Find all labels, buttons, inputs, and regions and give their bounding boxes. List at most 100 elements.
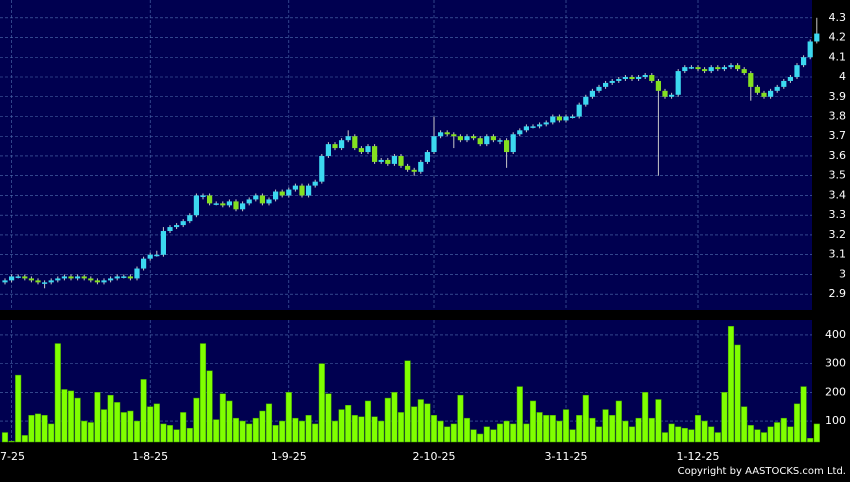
volume-bar: [681, 427, 688, 443]
volume-bar: [747, 425, 754, 443]
y-tick-label: 3.8: [829, 109, 847, 122]
candle-body: [504, 140, 510, 153]
volume-bar: [206, 370, 213, 443]
candle-body: [768, 90, 774, 97]
candle-body: [655, 80, 661, 91]
volume-bar: [147, 406, 154, 443]
volume-bar: [424, 403, 431, 443]
candle-body: [75, 276, 81, 279]
candle-body: [233, 201, 239, 210]
y-tick-label: 3: [839, 267, 846, 280]
x-tick-label: 7-25: [0, 450, 25, 463]
candle-body: [702, 69, 708, 72]
volume-bar: [536, 412, 543, 443]
candle-body: [576, 104, 582, 117]
volume-bar: [384, 397, 391, 443]
volume-bar: [232, 417, 240, 443]
volume-bar: [767, 426, 774, 443]
candle-body: [550, 116, 556, 123]
volume-bar: [444, 426, 451, 443]
candle-body: [589, 90, 595, 97]
volume-bar: [345, 405, 352, 443]
y-tick-label: 3.2: [829, 228, 847, 241]
volume-bar: [153, 403, 160, 443]
candle-body: [761, 92, 767, 97]
candle-body: [629, 77, 635, 79]
volume-bar: [272, 425, 279, 443]
volume-bar: [391, 392, 398, 443]
candle-body: [253, 195, 259, 200]
candle-body: [61, 276, 67, 279]
volume-bar: [34, 413, 42, 443]
candle-body: [418, 161, 424, 172]
candle-body: [48, 280, 54, 283]
candle-body: [444, 132, 450, 135]
candle-body: [523, 126, 529, 131]
volume-bar: [701, 420, 708, 443]
volume-bar: [292, 417, 299, 443]
volume-bar: [582, 394, 589, 443]
volume-bar: [556, 420, 563, 443]
volume-bar: [576, 415, 583, 443]
candle-body: [801, 57, 807, 66]
volume-bar: [628, 426, 636, 443]
candle-body: [187, 215, 193, 222]
candle-body: [352, 136, 358, 149]
volume-bar: [430, 415, 438, 443]
candle-body: [42, 282, 48, 284]
y-tick-label: 4: [839, 70, 846, 83]
volume-bar: [8, 440, 15, 443]
y-tick-label: 3.7: [829, 129, 847, 142]
volume-bar: [67, 390, 75, 443]
volume-bar: [312, 423, 319, 443]
candle-body: [814, 33, 820, 42]
volume-bar: [140, 379, 147, 443]
y-tick-label: 3.6: [829, 149, 847, 162]
candle-body: [570, 116, 576, 118]
volume-bar: [648, 417, 655, 443]
candle-body: [306, 185, 312, 196]
candle-body: [101, 280, 107, 283]
candle-body: [94, 280, 100, 283]
candle-body: [345, 136, 351, 141]
x-tick-label: 1-8-25: [132, 450, 168, 463]
candle-body: [55, 278, 61, 281]
volume-bar: [371, 416, 378, 443]
volume-bar: [54, 343, 61, 443]
candle-body: [563, 116, 569, 121]
volume-bar: [226, 400, 233, 443]
y-tick-label: 4.3: [829, 11, 847, 24]
volume-bar: [549, 415, 556, 443]
candle-body: [22, 276, 28, 279]
candle-body: [530, 126, 536, 128]
x-tick-label: 3-11-25: [545, 450, 588, 463]
volume-bar: [41, 415, 48, 443]
volume-bar: [364, 400, 372, 443]
volume-bar: [259, 410, 266, 443]
volume-bar: [94, 392, 101, 443]
volume-bar: [87, 422, 94, 443]
volume-bar: [741, 406, 748, 443]
candle-body: [794, 65, 800, 78]
volume-bar: [305, 415, 312, 443]
volume-bar: [760, 432, 768, 443]
volume-bar: [655, 399, 662, 443]
volume-bar: [133, 420, 141, 443]
volume-bar: [642, 392, 649, 443]
volume-bar: [193, 397, 200, 443]
candle-body: [457, 136, 463, 141]
volume-bar: [793, 403, 801, 443]
volume-bar: [318, 363, 325, 443]
volume-bar: [675, 426, 682, 443]
volume-bar: [285, 392, 292, 443]
volume-bar: [411, 406, 418, 443]
volume-bar: [437, 420, 444, 443]
candle-body: [286, 189, 292, 196]
candle-body: [180, 221, 186, 226]
candle-body: [774, 86, 780, 91]
volume-bar: [569, 429, 576, 443]
volume-bar: [721, 392, 728, 443]
candle-body: [721, 67, 727, 70]
candle-body: [220, 203, 226, 206]
candle-body: [603, 82, 609, 87]
